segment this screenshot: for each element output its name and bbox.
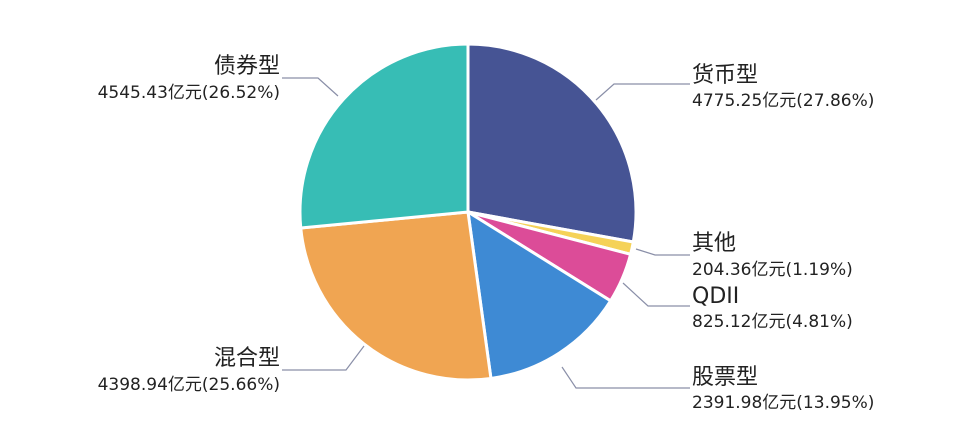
slice-name-label-4: 混合型 (214, 346, 280, 371)
leader-line-0 (595, 83, 690, 101)
slice-value-label-1: 204.36亿元(1.19%) (692, 260, 853, 280)
pie-slice-0 (466, 42, 638, 244)
slice-value-label-3: 2391.98亿元(13.95%) (692, 393, 874, 413)
slice-value-label-0: 4775.25亿元(27.86%) (692, 91, 874, 111)
slice-name-label-1: 其他 (692, 231, 736, 256)
slice-value-label-5: 4545.43亿元(26.52%) (98, 83, 280, 103)
slice-name-label-5: 债券型 (214, 54, 280, 79)
slice-value-label-4: 4398.94亿元(25.66%) (98, 375, 280, 395)
leader-line-4 (282, 345, 365, 371)
pie-slice-5 (298, 42, 470, 230)
leader-line-5 (282, 77, 339, 97)
pie-slices (298, 42, 638, 382)
slice-name-label-3: 股票型 (692, 365, 758, 390)
pie-slice-4 (299, 210, 493, 382)
leader-line-2 (622, 282, 690, 307)
slice-name-label-0: 货币型 (692, 63, 758, 88)
pie-labels: 货币型 4775.25亿元(27.86%) 其他 204.36亿元(1.19%) QDI… (98, 54, 875, 413)
slice-name-label-2: QDII (692, 284, 739, 309)
slice-value-label-2: 825.12亿元(4.81%) (692, 312, 853, 332)
pie-slice-3 (466, 209, 613, 381)
leader-line-3 (561, 366, 690, 389)
leader-line-1 (635, 248, 690, 256)
